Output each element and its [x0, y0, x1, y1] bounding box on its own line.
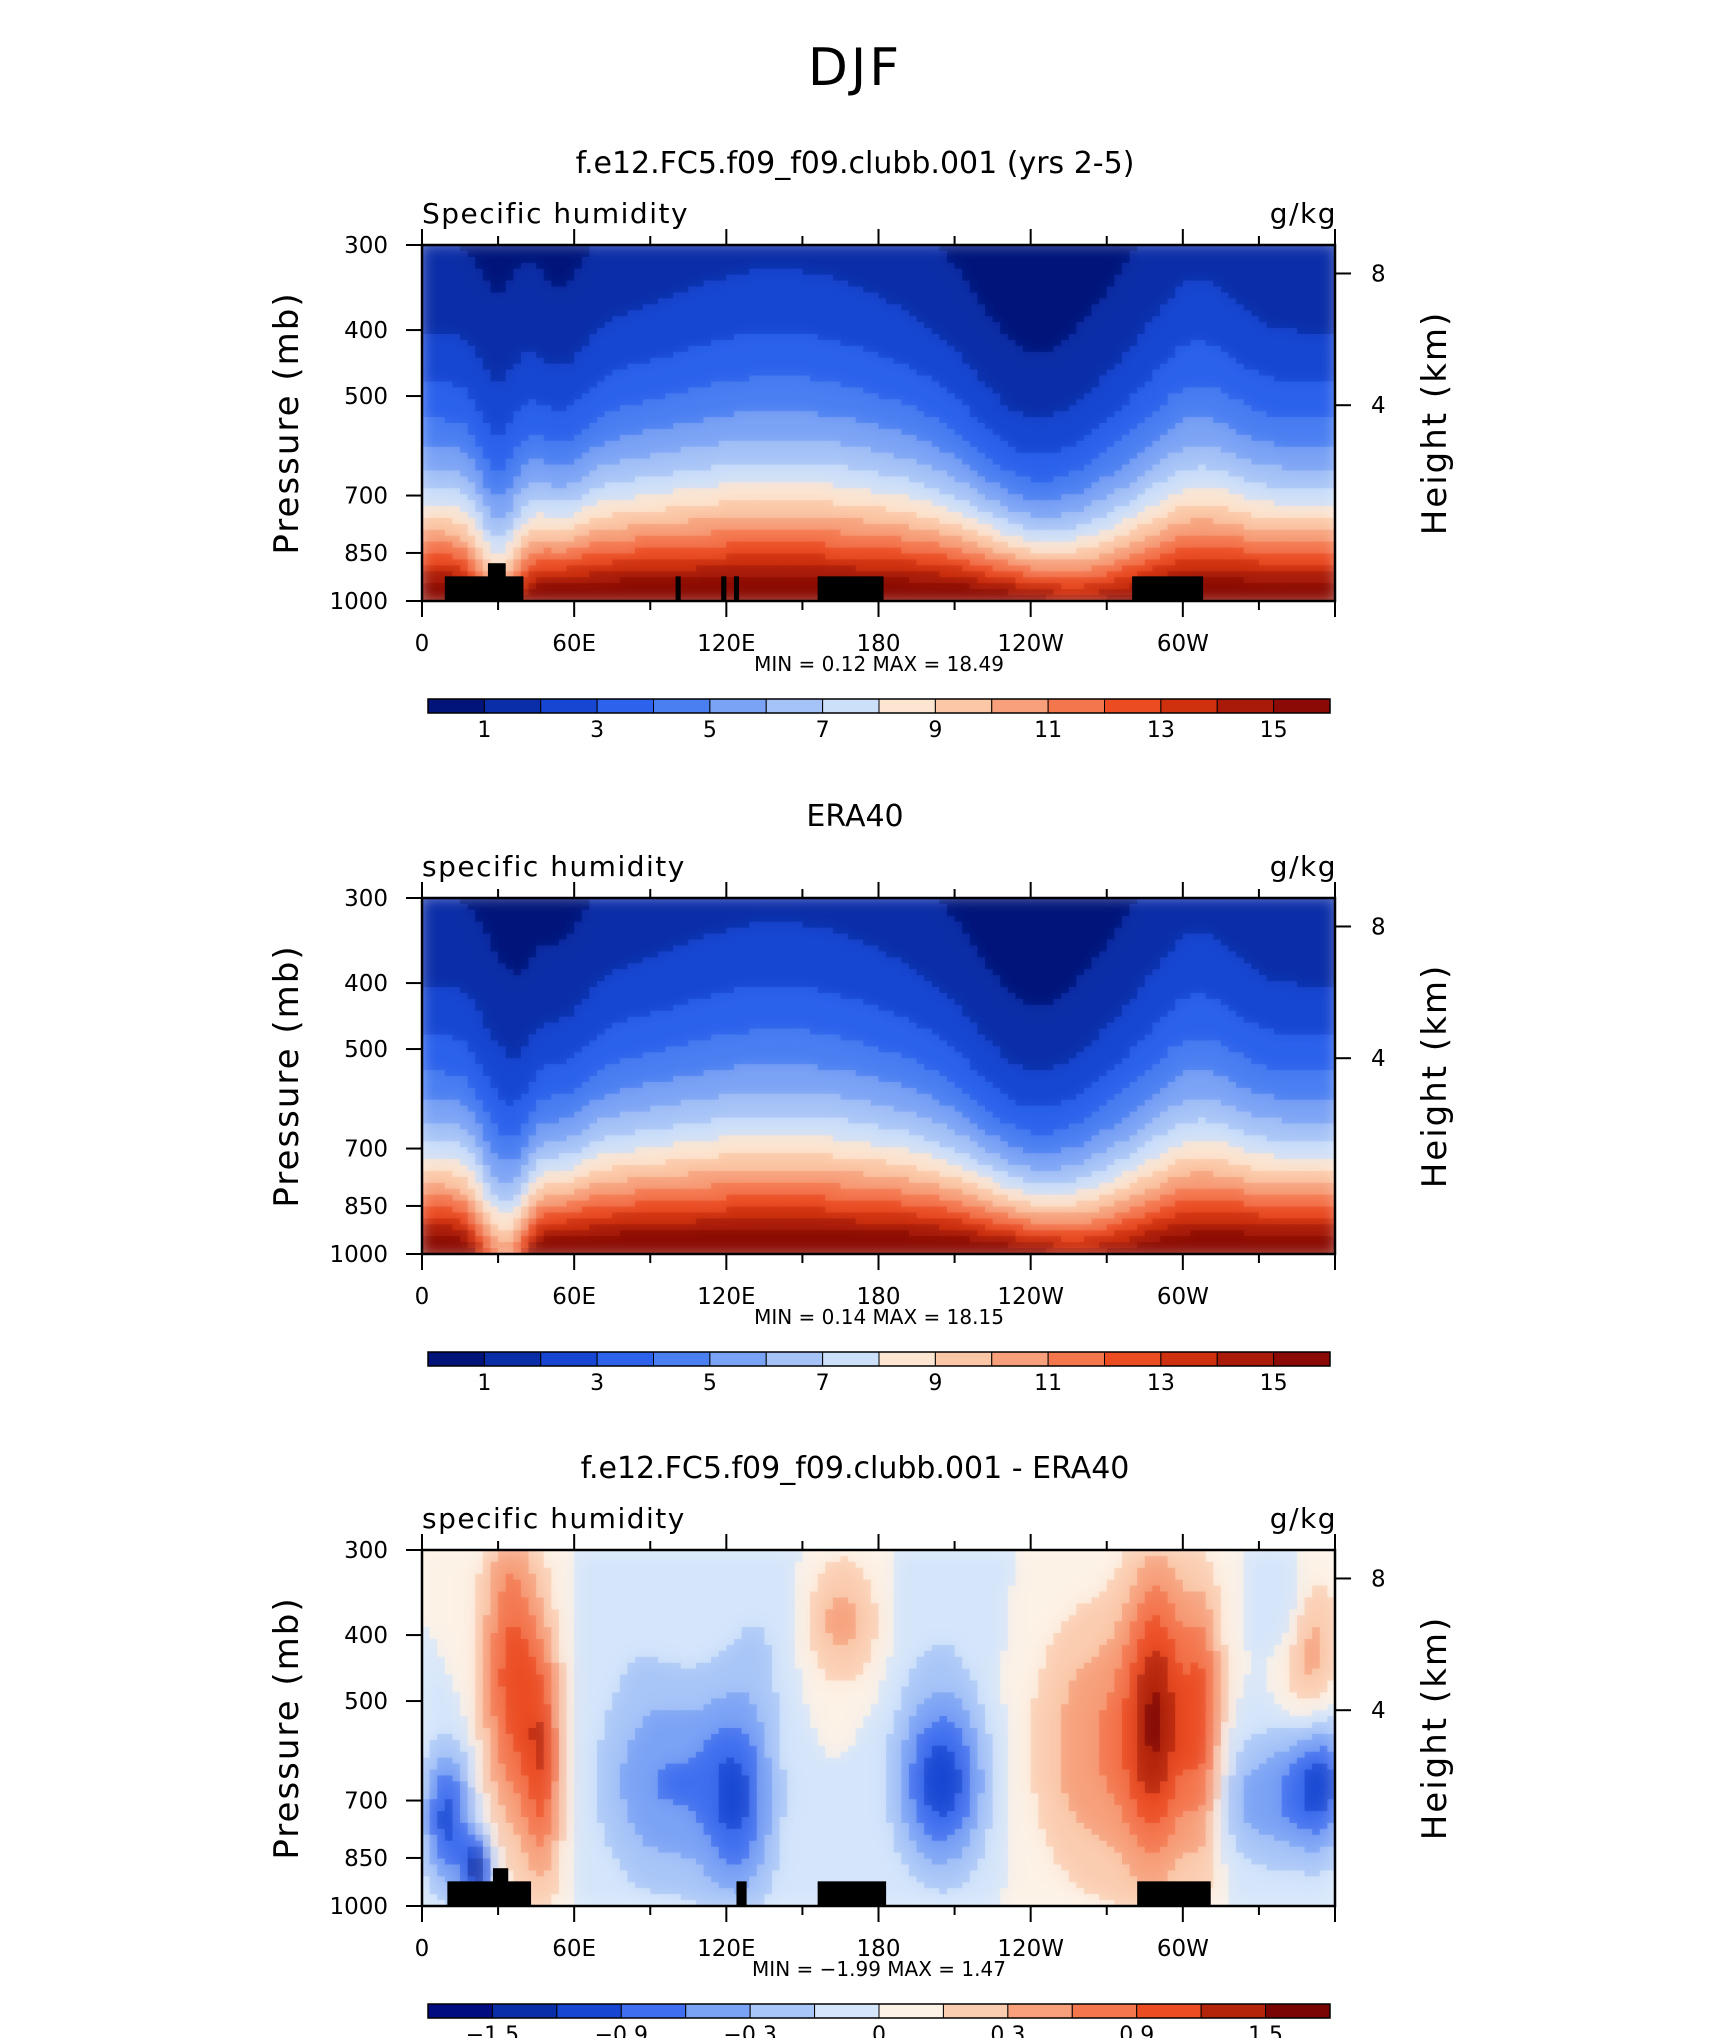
panel-model: f.e12.FC5.f09_f09.clubb.001 (yrs 2-5) Spe…	[267, 146, 1455, 743]
units-label: g/kg	[1270, 197, 1337, 230]
figure-title: DJF	[0, 38, 1710, 98]
panel-title: f.e12.FC5.f09_f09.clubb.001 (yrs 2-5)	[576, 146, 1135, 181]
variable-label: Specific humidity	[422, 197, 689, 230]
